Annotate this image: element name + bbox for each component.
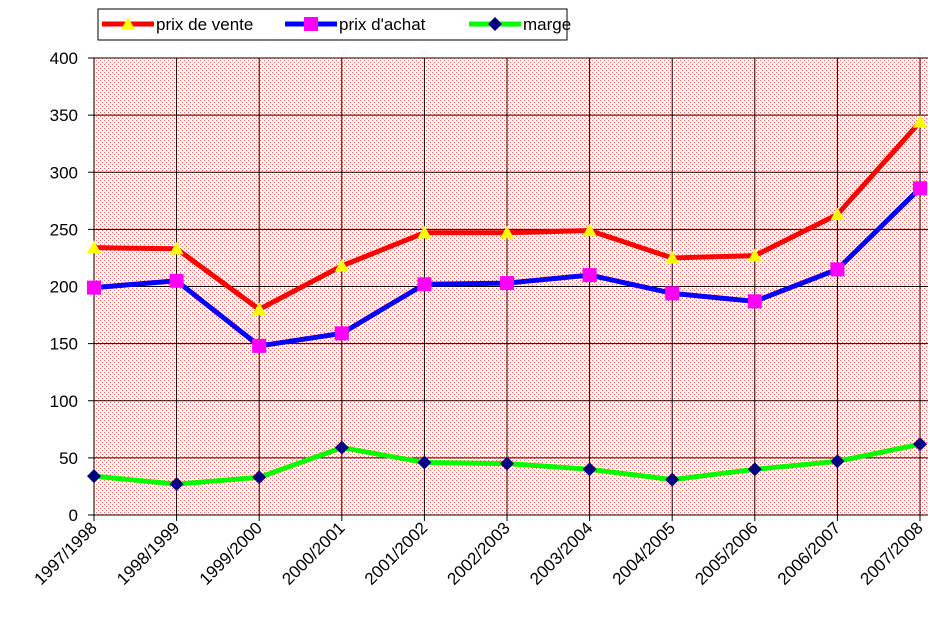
- marker: [252, 470, 267, 485]
- marker: [830, 207, 845, 221]
- marker: [87, 240, 101, 254]
- legend-label: prix d'achat: [339, 15, 426, 34]
- marker: [500, 276, 514, 291]
- marker: [830, 262, 845, 277]
- y-tick-label: 0: [69, 506, 78, 525]
- marker: [169, 241, 184, 255]
- legend-label: prix de vente: [156, 15, 253, 34]
- x-tick-label: 1999/2000: [196, 518, 266, 588]
- marker: [665, 250, 680, 264]
- x-tick-label: 2004/2005: [609, 518, 679, 588]
- marker: [582, 268, 597, 283]
- x-tick-label: 1997/1998: [31, 518, 101, 588]
- marker: [334, 326, 349, 341]
- marker: [87, 469, 101, 484]
- marker: [169, 273, 184, 288]
- y-tick-label: 150: [50, 335, 78, 354]
- y-tick-label: 300: [50, 163, 78, 182]
- marker: [252, 302, 267, 315]
- marker: [913, 437, 927, 452]
- y-tick-label: 350: [50, 106, 78, 125]
- x-tick-label: 2007/2008: [857, 518, 927, 588]
- marker: [665, 286, 680, 301]
- marker: [665, 472, 680, 487]
- marker: [334, 440, 349, 455]
- marker: [169, 477, 184, 492]
- x-tick-label: 2005/2006: [691, 518, 761, 588]
- marker: [252, 338, 267, 353]
- marker: [417, 277, 432, 292]
- x-tick-label: 2006/2007: [774, 518, 844, 588]
- x-tick-label: 2001/2002: [361, 518, 431, 588]
- marker: [488, 17, 502, 31]
- marker: [417, 455, 432, 470]
- y-tick-label: 200: [50, 278, 78, 297]
- x-tick-label: 2003/2004: [526, 518, 596, 588]
- legend-label: marge: [523, 15, 571, 34]
- y-tick-label: 400: [50, 49, 78, 68]
- y-tick-label: 100: [50, 392, 78, 411]
- y-tick-label: 250: [50, 220, 78, 239]
- marker: [87, 280, 101, 295]
- marker: [913, 181, 927, 196]
- marker: [582, 223, 597, 237]
- marker: [747, 248, 762, 262]
- marker: [304, 17, 318, 31]
- marker: [334, 258, 349, 272]
- y-tick-label: 50: [59, 449, 78, 468]
- marker: [500, 456, 514, 471]
- marker: [913, 114, 927, 128]
- marker: [582, 462, 597, 477]
- marker: [747, 462, 762, 477]
- marker: [121, 17, 135, 30]
- marker: [500, 225, 514, 239]
- marker: [830, 454, 845, 469]
- x-tick-label: 2002/2003: [444, 518, 514, 588]
- marker: [747, 294, 762, 309]
- x-tick-label: 1998/1999: [113, 518, 183, 588]
- x-tick-label: 2000/2001: [278, 518, 348, 588]
- marker: [417, 225, 432, 239]
